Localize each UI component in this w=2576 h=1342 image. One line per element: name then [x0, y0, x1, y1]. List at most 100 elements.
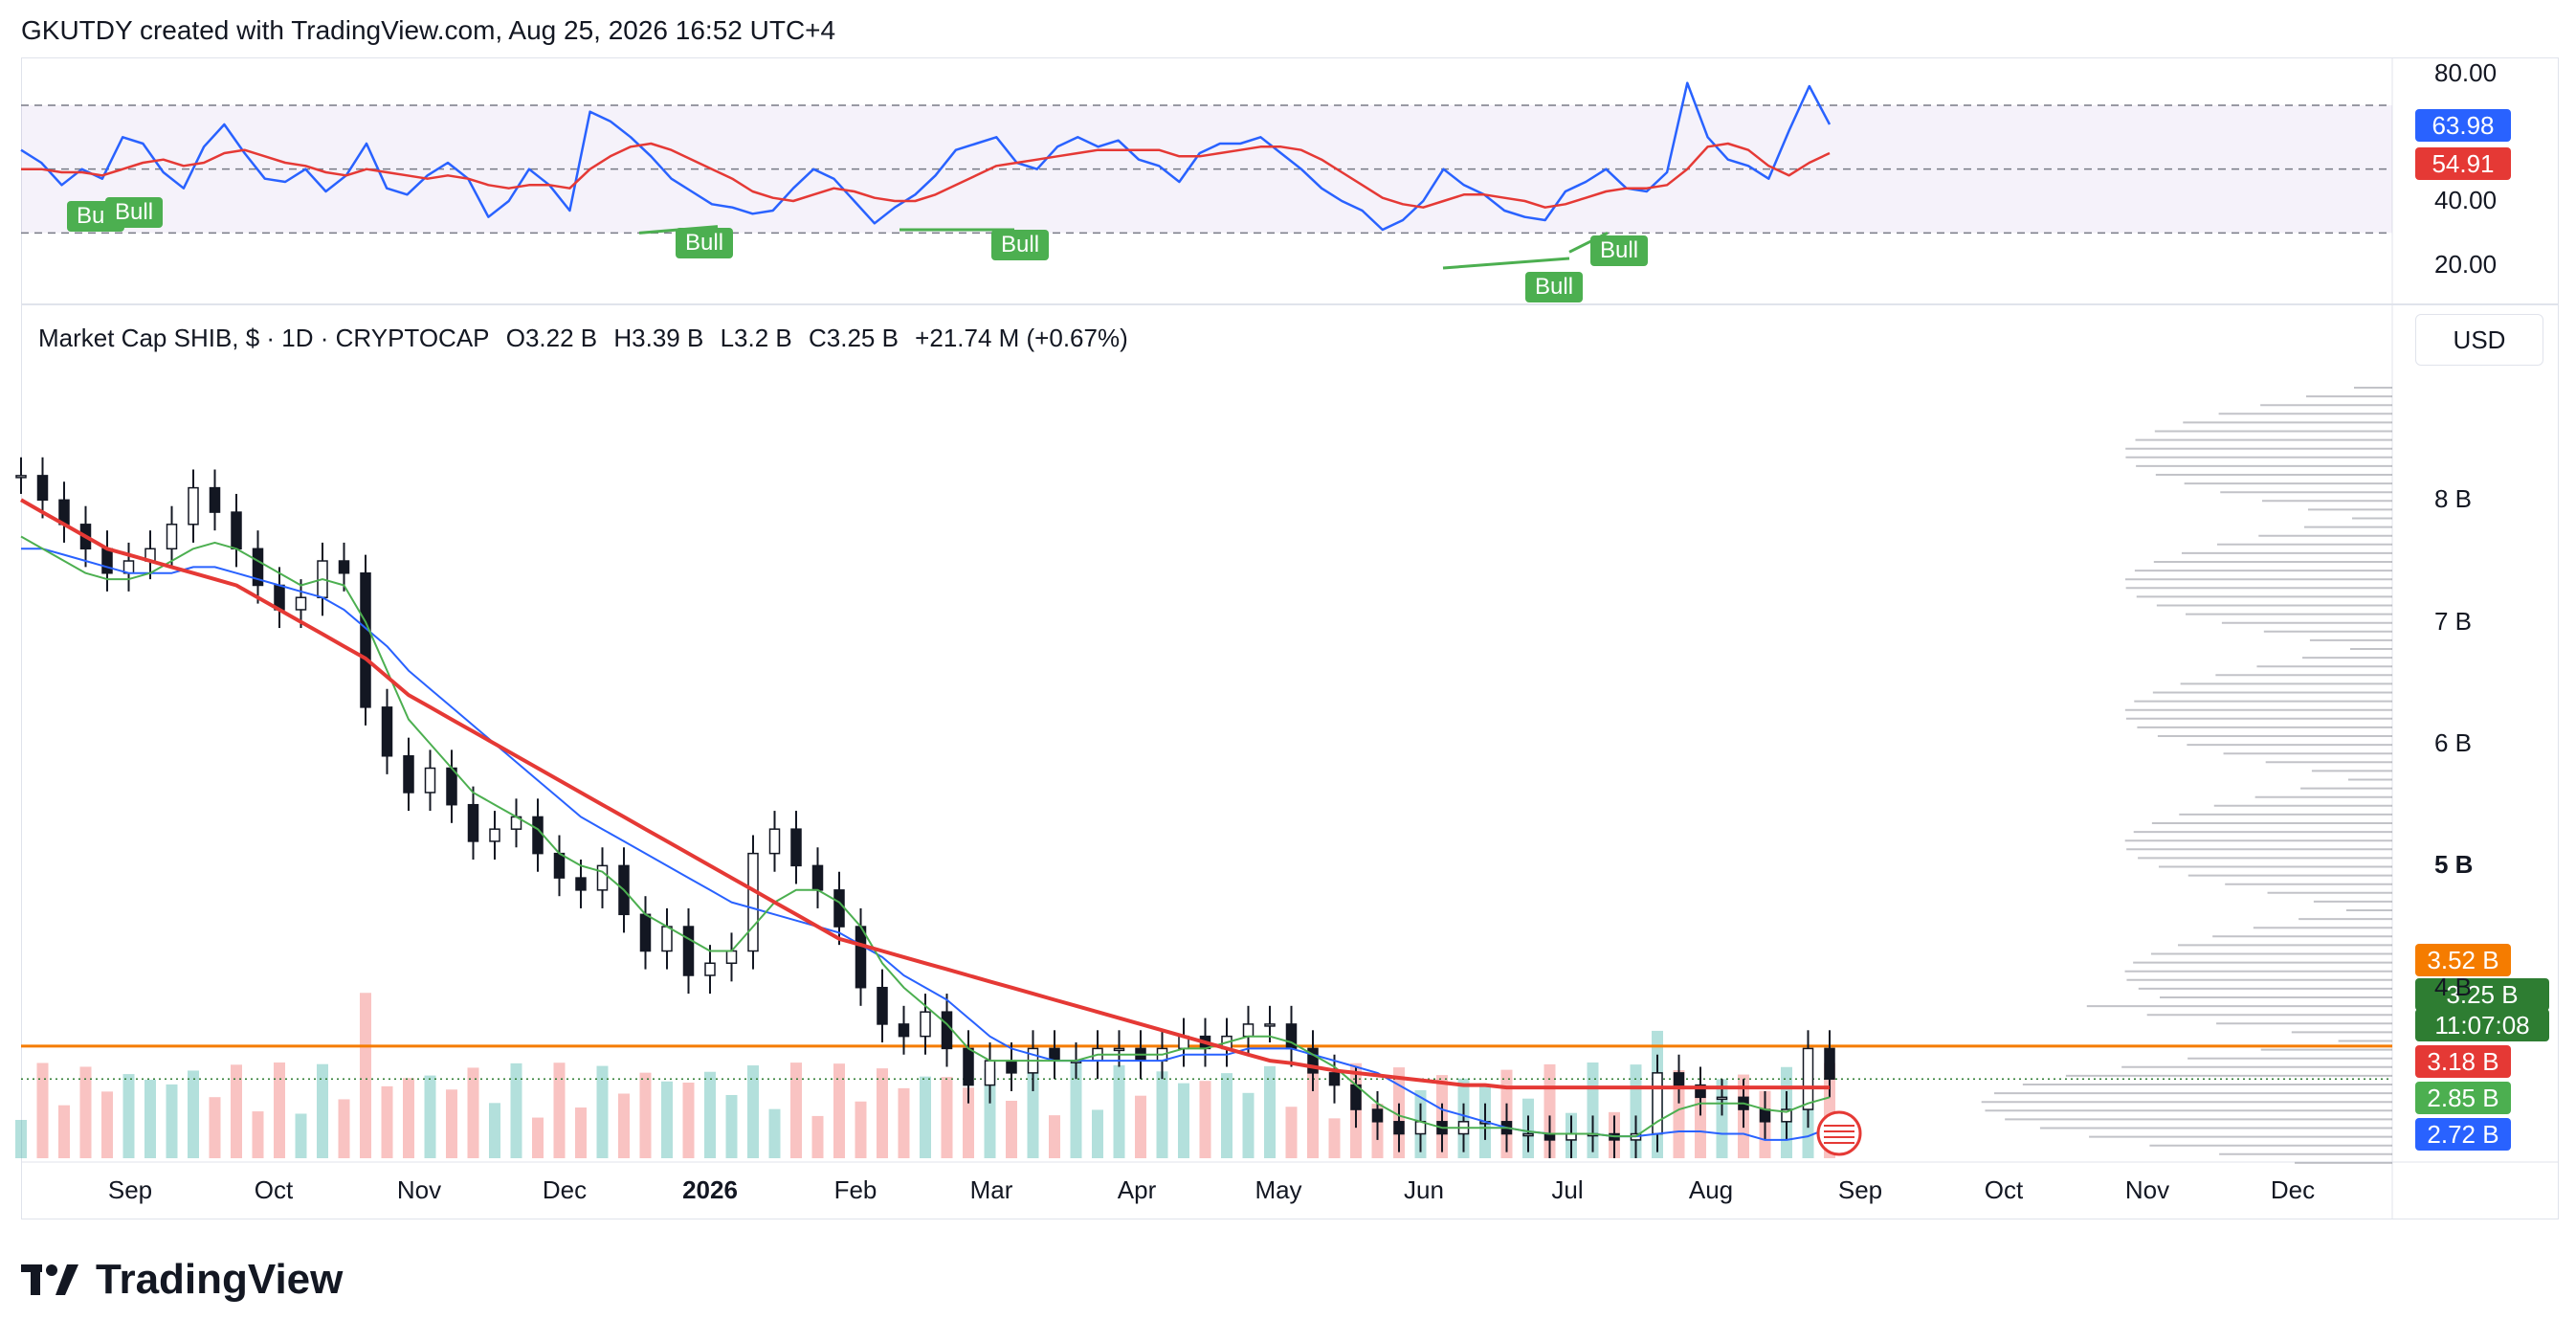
tradingview-brand[interactable]: TradingView: [21, 1256, 343, 1304]
price-axis-tick: 6 B: [2434, 728, 2473, 758]
currency-button[interactable]: USD: [2415, 314, 2543, 366]
symbol-name: Market Cap SHIB, $ · 1D · CRYPTOCAP: [38, 324, 490, 352]
divergence-line: [1442, 257, 1570, 270]
volume-bar: [661, 1081, 673, 1158]
volume-bar: [553, 1062, 566, 1158]
volume-bar: [1673, 1070, 1685, 1158]
volume-bar: [360, 993, 371, 1158]
rsi-tag: 63.98: [2415, 109, 2511, 142]
rsi-axis-tick: 40.00: [2434, 186, 2498, 214]
volume-bar: [510, 1062, 522, 1158]
volume-bar: [833, 1063, 845, 1158]
volume-bar: [1070, 1062, 1082, 1158]
volume-bar: [1178, 1083, 1189, 1158]
price-axis-tick: 5 B: [2434, 850, 2474, 880]
volume-bar: [1307, 1062, 1319, 1158]
candle-body: [381, 706, 393, 757]
price-tag: 3.25 B: [2415, 978, 2549, 1011]
candle-body: [1824, 1047, 1835, 1080]
ma-200-line: [20, 498, 1830, 1090]
volume-bar: [1092, 1109, 1103, 1158]
price-axis-tick: 4 B: [2434, 972, 2473, 1001]
candle-body: [661, 926, 673, 952]
ma-fast-line: [20, 535, 1831, 1138]
volume-bar: [682, 1083, 695, 1158]
candle-body: [1673, 1072, 1685, 1086]
candle-body: [639, 913, 652, 952]
price-axis-tick: 8 B: [2434, 484, 2473, 514]
volume-bar: [79, 1066, 92, 1158]
event-flag-icon: [1816, 1110, 1862, 1156]
price-tag: 2.72 B: [2415, 1118, 2511, 1151]
volume-bar: [747, 1065, 759, 1158]
rsi-axis-tick: 20.00: [2434, 249, 2498, 279]
ohlc-high: H3.39 B: [613, 324, 704, 352]
candle-body: [1328, 1072, 1341, 1086]
candle-body: [1371, 1108, 1384, 1123]
volume-bar: [489, 1103, 500, 1158]
volume-bar: [639, 1072, 652, 1158]
volume-bar: [941, 1077, 953, 1158]
price-axis-tick: 7 B: [2434, 606, 2473, 636]
candle-body: [1006, 1060, 1017, 1074]
time-axis-tick: Nov: [396, 1175, 442, 1204]
volume-bar: [725, 1094, 738, 1158]
candle-body: [725, 950, 738, 964]
volume-bar: [1264, 1065, 1276, 1158]
volume-bar: [1156, 1071, 1168, 1158]
time-axis-tick: Feb: [833, 1175, 877, 1204]
volume-bar: [274, 1062, 285, 1158]
candle-body: [833, 889, 845, 928]
candle-body: [532, 816, 544, 855]
time-axis-tick: Sep: [1837, 1175, 1883, 1204]
price-tag: 2.85 B: [2415, 1082, 2511, 1114]
time-axis-tick: Aug: [1688, 1175, 1734, 1204]
candle-body: [682, 926, 695, 976]
volume-bar: [122, 1074, 135, 1158]
volume-bar: [1221, 1073, 1232, 1158]
volume-bar: [252, 1111, 264, 1158]
candle-body: [941, 1011, 953, 1050]
price-tag: 11:07:08: [2415, 1009, 2549, 1041]
time-axis-tick: Dec: [2270, 1175, 2316, 1204]
brand-name: TradingView: [96, 1256, 344, 1303]
candle-body: [231, 511, 242, 550]
bull-divergence-label: Bull: [105, 197, 164, 228]
candle-body: [166, 524, 178, 550]
volume-bar: [15, 1120, 27, 1158]
time-axis-tick: May: [1255, 1175, 1302, 1204]
volume-bar: [101, 1091, 113, 1158]
volume-bar: [618, 1093, 630, 1158]
rsi-ma-line: [21, 142, 1831, 209]
candle-body: [553, 852, 566, 879]
candle-body: [1716, 1096, 1728, 1101]
candle-body: [1522, 1132, 1534, 1137]
ohlc-open: O3.22 B: [505, 324, 598, 352]
volume-bar: [704, 1071, 716, 1158]
candle-body: [877, 986, 888, 1025]
volume-bar: [1006, 1101, 1017, 1158]
time-axis-tick: Dec: [542, 1175, 588, 1204]
candle-body: [467, 803, 479, 842]
candle-body: [811, 864, 824, 891]
volume-bar: [1113, 1064, 1125, 1158]
candle-body: [1393, 1121, 1405, 1135]
candle-body: [424, 767, 436, 794]
candle-body: [446, 767, 457, 806]
candle-body: [704, 962, 716, 976]
candle-body: [101, 548, 113, 574]
candle-body: [596, 864, 609, 891]
volume-bar: [338, 1099, 350, 1158]
candle-body: [295, 596, 307, 611]
volume-bar: [532, 1117, 544, 1158]
rsi-tag: 54.91: [2415, 147, 2511, 180]
volume-bar: [1027, 1063, 1039, 1158]
candle-body: [1264, 1023, 1276, 1027]
chart-caption: GKUTDY created with TradingView.com, Aug…: [21, 15, 836, 45]
bull-divergence-label: Bull: [1590, 235, 1649, 266]
candle-body: [920, 1011, 931, 1038]
chart-frame: [21, 57, 2559, 1219]
candle-body: [747, 852, 759, 952]
candle-body: [790, 828, 802, 867]
